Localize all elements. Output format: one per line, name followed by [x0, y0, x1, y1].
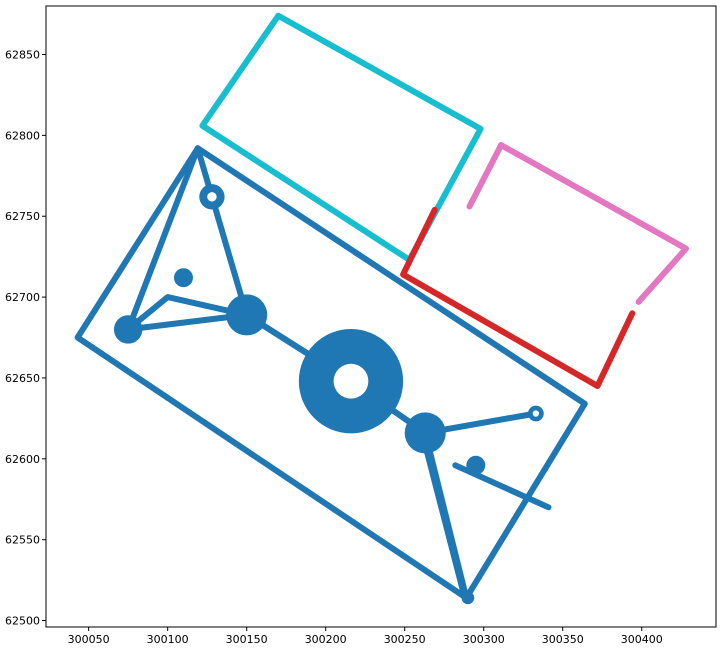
x-tick-label-3: 300200 [305, 633, 347, 646]
y-tick-label-7: 62850 [5, 49, 40, 62]
y-axis: 62500 62550 62600 62650 62700 62750 62800 62850 [5, 49, 46, 628]
node-hole-0 [333, 363, 369, 399]
y-tick-label-6: 62800 [5, 129, 40, 142]
x-tick-label-2: 300150 [226, 633, 268, 646]
y-tick-label-4: 62700 [5, 291, 40, 304]
node-2 [404, 412, 446, 454]
x-tick-label-5: 300300 [463, 633, 505, 646]
x-tick-label-7: 300400 [621, 633, 663, 646]
data-layer [74, 12, 689, 605]
x-tick-label-1: 300100 [147, 633, 189, 646]
x-axis: 300050 300100 300150 300200 300250 300300 3003… [68, 627, 663, 646]
series-line-5 [125, 294, 250, 333]
y-tick-label-0: 62500 [5, 615, 40, 628]
node-hole-6 [207, 192, 217, 202]
y-tick-label-1: 62550 [5, 534, 40, 547]
axes-frame [45, 5, 717, 628]
x-tick-label-4: 300250 [384, 633, 426, 646]
node-3 [113, 315, 143, 344]
y-tick-label-2: 62600 [5, 453, 40, 466]
y-tick-label-5: 62750 [5, 210, 40, 223]
node-hole-7 [532, 410, 540, 417]
node-8 [461, 591, 475, 605]
series-line-10 [400, 206, 636, 389]
y-tick-label-3: 62650 [5, 372, 40, 385]
series-line-8 [498, 142, 689, 305]
node-1 [226, 294, 268, 336]
x-tick-label-6: 300350 [542, 633, 584, 646]
node-5 [466, 455, 486, 475]
x-tick-label-0: 300050 [68, 633, 110, 646]
series-line-3 [125, 145, 201, 333]
series-line-4 [419, 429, 468, 601]
node-4 [173, 268, 193, 288]
series-line-9 [466, 142, 505, 210]
